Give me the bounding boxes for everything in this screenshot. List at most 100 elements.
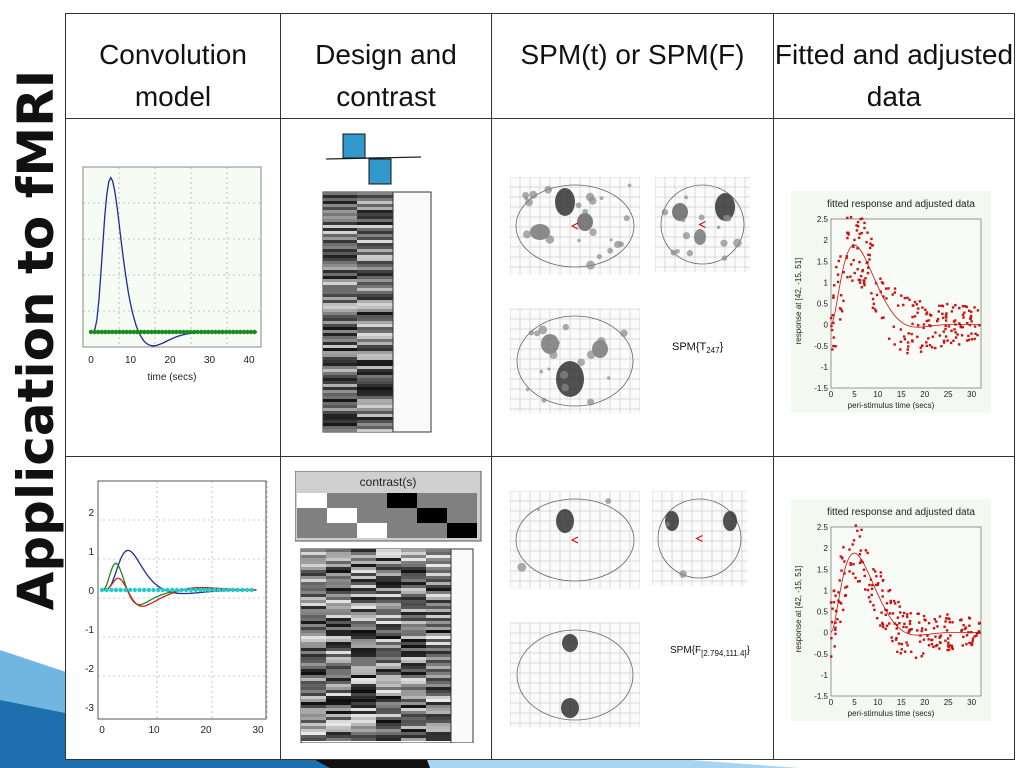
adjusted-data-point <box>870 587 874 591</box>
adjusted-data-point <box>958 306 961 310</box>
design-cell <box>376 648 401 651</box>
design-cell <box>323 201 357 204</box>
adjusted-data-point <box>911 322 914 326</box>
adjusted-data-point <box>859 549 862 552</box>
design-cell <box>351 684 376 687</box>
adjusted-data-point <box>879 624 882 627</box>
adjusted-data-point <box>871 583 874 587</box>
fit-ytick: -0.5 <box>814 342 828 351</box>
adjusted-data-point <box>870 593 873 597</box>
design-cell <box>376 597 401 600</box>
adjusted-data-point <box>840 310 844 313</box>
design-cell <box>351 600 376 603</box>
adjusted-data-point <box>860 217 864 220</box>
design-cell <box>376 561 401 564</box>
adjusted-data-point <box>839 255 842 258</box>
adjusted-data-point <box>861 560 864 564</box>
adjusted-data-point <box>855 224 858 227</box>
glass-brain-1 <box>510 177 640 413</box>
design-cell <box>326 618 351 621</box>
adjusted-data-point <box>879 277 882 280</box>
design-cell <box>426 642 451 645</box>
design-cell <box>357 225 393 228</box>
onset-marker <box>184 329 190 335</box>
contrast-cell <box>357 523 387 538</box>
design-cell <box>351 723 376 726</box>
design-cell <box>351 735 376 738</box>
design-cell <box>301 564 326 567</box>
design-cell <box>323 264 357 267</box>
design-cell <box>326 549 351 552</box>
design-cell <box>326 693 351 696</box>
adjusted-data-point <box>946 644 950 647</box>
hrf-xtick: 20 <box>200 725 212 736</box>
hrf-plot-2: 210-1-2-30 10 20 30 <box>85 480 268 736</box>
design-cell <box>357 420 393 423</box>
adjusted-data-point <box>963 627 967 631</box>
fitted-response-curve <box>830 552 981 636</box>
adjusted-data-point <box>940 344 943 348</box>
design-cell <box>376 669 401 672</box>
adjusted-data-point <box>859 217 862 221</box>
adjusted-data-point <box>856 267 859 271</box>
onset-marker <box>199 329 204 335</box>
adjusted-data-point <box>941 312 944 316</box>
design-cell <box>351 720 376 723</box>
adjusted-data-point <box>846 231 849 235</box>
design-cell <box>301 648 326 651</box>
design-cell <box>323 288 357 291</box>
adjusted-data-point <box>925 311 929 314</box>
onset-marker <box>245 329 250 335</box>
design-cell <box>357 273 393 276</box>
adjusted-data-point <box>938 647 941 650</box>
adjusted-data-point <box>876 583 879 587</box>
adjusted-data-point <box>964 626 968 629</box>
adjusted-data-point <box>839 620 842 624</box>
hrf-ytick: 2 <box>88 508 94 519</box>
design-cell <box>426 573 451 576</box>
onset-marker <box>188 587 194 593</box>
design-cell <box>351 729 376 732</box>
adjusted-data-point <box>891 293 894 296</box>
adjusted-data-point <box>849 562 852 565</box>
fit-xlabel-1: peri-stimulus time (secs) <box>848 401 935 410</box>
design-cell <box>323 408 357 411</box>
fit-xtick: 25 <box>944 390 953 399</box>
design-cell <box>323 228 357 231</box>
design-cell <box>326 633 351 636</box>
design-cell <box>426 633 451 636</box>
adjusted-data-point <box>910 628 913 631</box>
adjusted-data-point <box>970 332 973 335</box>
design-cell <box>323 345 357 348</box>
design-cell <box>401 729 426 732</box>
design-cell <box>301 705 326 708</box>
fit-ytick: -1 <box>821 671 829 680</box>
adjusted-data-point <box>967 338 971 342</box>
design-cell <box>401 630 426 633</box>
fit-xtick: 30 <box>967 390 976 399</box>
adjusted-data-point <box>858 553 862 556</box>
design-cell <box>301 561 326 564</box>
adjusted-data-point <box>871 306 875 310</box>
fit-ytick: 1 <box>824 278 829 287</box>
adjusted-data-point <box>836 273 840 276</box>
onset-marker <box>184 587 189 593</box>
fit-ytick: 2 <box>824 236 829 245</box>
design-cell <box>326 666 351 669</box>
onset-marker <box>149 329 154 335</box>
adjusted-data-point <box>839 602 843 605</box>
design-cell <box>351 636 376 639</box>
design-cell <box>401 564 426 567</box>
design-cell <box>326 606 351 609</box>
design-cell <box>301 687 326 690</box>
design-cell <box>326 642 351 645</box>
design-cell <box>357 312 393 315</box>
design-cell <box>426 702 451 705</box>
design-cell <box>426 606 451 609</box>
adjusted-data-point <box>831 607 834 610</box>
design-cell <box>426 624 451 627</box>
design-cell <box>351 564 376 567</box>
adjusted-data-point <box>889 601 892 605</box>
design-cell <box>351 624 376 627</box>
adjusted-data-point <box>852 563 855 566</box>
